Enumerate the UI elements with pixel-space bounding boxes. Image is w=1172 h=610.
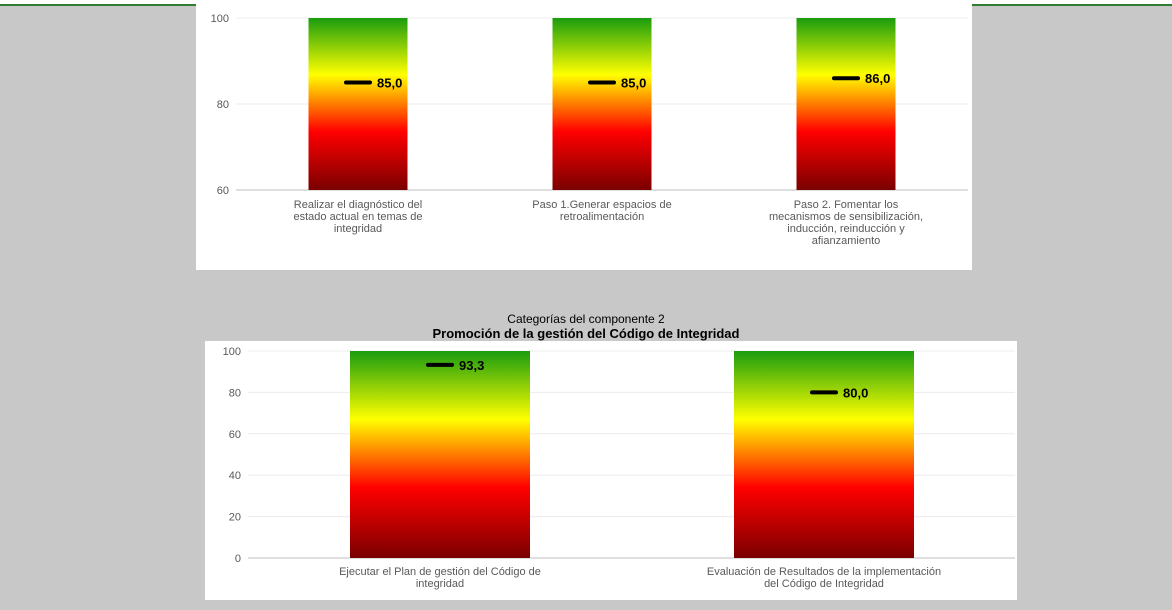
- data-label: 85,0: [377, 76, 402, 91]
- y-tick-label: 100: [211, 13, 229, 25]
- category-label: Realizar el diagnóstico del estado actual…: [293, 199, 422, 235]
- chart-2-subtitle: Categorías del componente 2: [507, 312, 665, 326]
- y-tick-label: 100: [223, 346, 241, 358]
- y-tick-label: 20: [229, 512, 241, 524]
- y-tick-label: 40: [229, 470, 241, 482]
- bar: [734, 351, 914, 558]
- chart-1: 60 80 100 85,0 Realizar el diagnóstico del es…: [211, 13, 968, 247]
- top-rule-left: [0, 0, 196, 6]
- data-label: 93,3: [459, 358, 484, 373]
- category-label: Ejecutar el Plan de gestión del Código d…: [339, 566, 541, 590]
- y-tick-label: 80: [229, 387, 241, 399]
- category-label: Evaluación de Resultados de la implement…: [707, 566, 941, 590]
- y-tick-label: 80: [217, 99, 229, 111]
- chart-2: 0 20 40 60 80 100 93,3 Ejecutar el Plan de gest…: [223, 346, 1015, 590]
- data-label: 80,0: [843, 385, 868, 400]
- chart-2-title: Promoción de la gestión del Código de In…: [432, 326, 740, 341]
- y-tick-label: 0: [235, 553, 241, 565]
- chart-panel-2: 0 20 40 60 80 100 93,3 Ejecutar el Plan de gest…: [205, 341, 1017, 600]
- chart-panel-1: 60 80 100 85,0 Realizar el diagnóstico del es…: [196, 0, 972, 270]
- y-tick-label: 60: [229, 429, 241, 441]
- data-label: 85,0: [621, 76, 646, 91]
- y-tick-label: 60: [217, 185, 229, 197]
- category-label: Paso 1.Generar espacios de retroalimentac…: [532, 199, 671, 223]
- top-rule-right: [972, 0, 1172, 6]
- bar: [552, 18, 652, 190]
- bar: [796, 18, 896, 190]
- category-label: Paso 2. Fomentar los mecanismos de sensib…: [769, 199, 923, 247]
- data-label: 86,0: [865, 71, 890, 86]
- bar: [350, 351, 530, 558]
- bar: [308, 18, 408, 190]
